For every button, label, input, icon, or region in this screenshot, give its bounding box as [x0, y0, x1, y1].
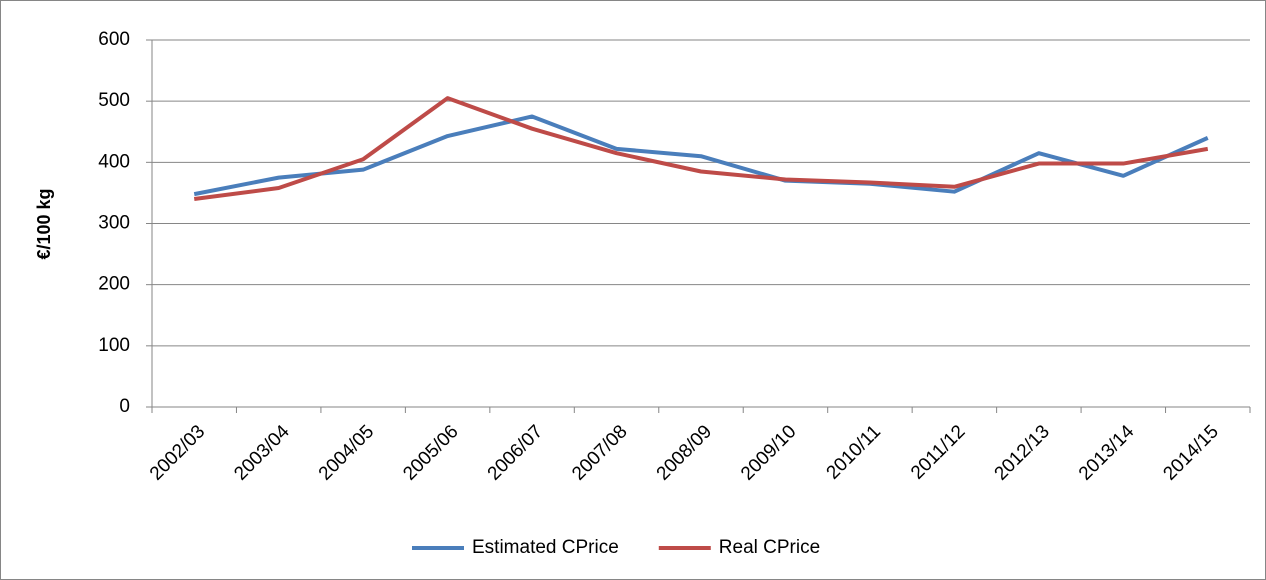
y-axis-label: €/100 kg	[34, 188, 54, 259]
series-line	[193, 114, 1209, 197]
y-tick-label: 400	[98, 151, 130, 172]
legend-label: Real CPrice	[719, 537, 820, 558]
y-tick-label: 300	[98, 213, 130, 234]
y-tick-label: 500	[98, 90, 130, 111]
legend-label: Estimated CPrice	[472, 537, 619, 558]
y-tick-label: 0	[119, 396, 130, 417]
y-tick-label: 200	[98, 274, 130, 295]
y-tick-label: 100	[98, 335, 130, 356]
y-tick-label: 600	[98, 29, 130, 50]
series-line	[193, 96, 1209, 202]
